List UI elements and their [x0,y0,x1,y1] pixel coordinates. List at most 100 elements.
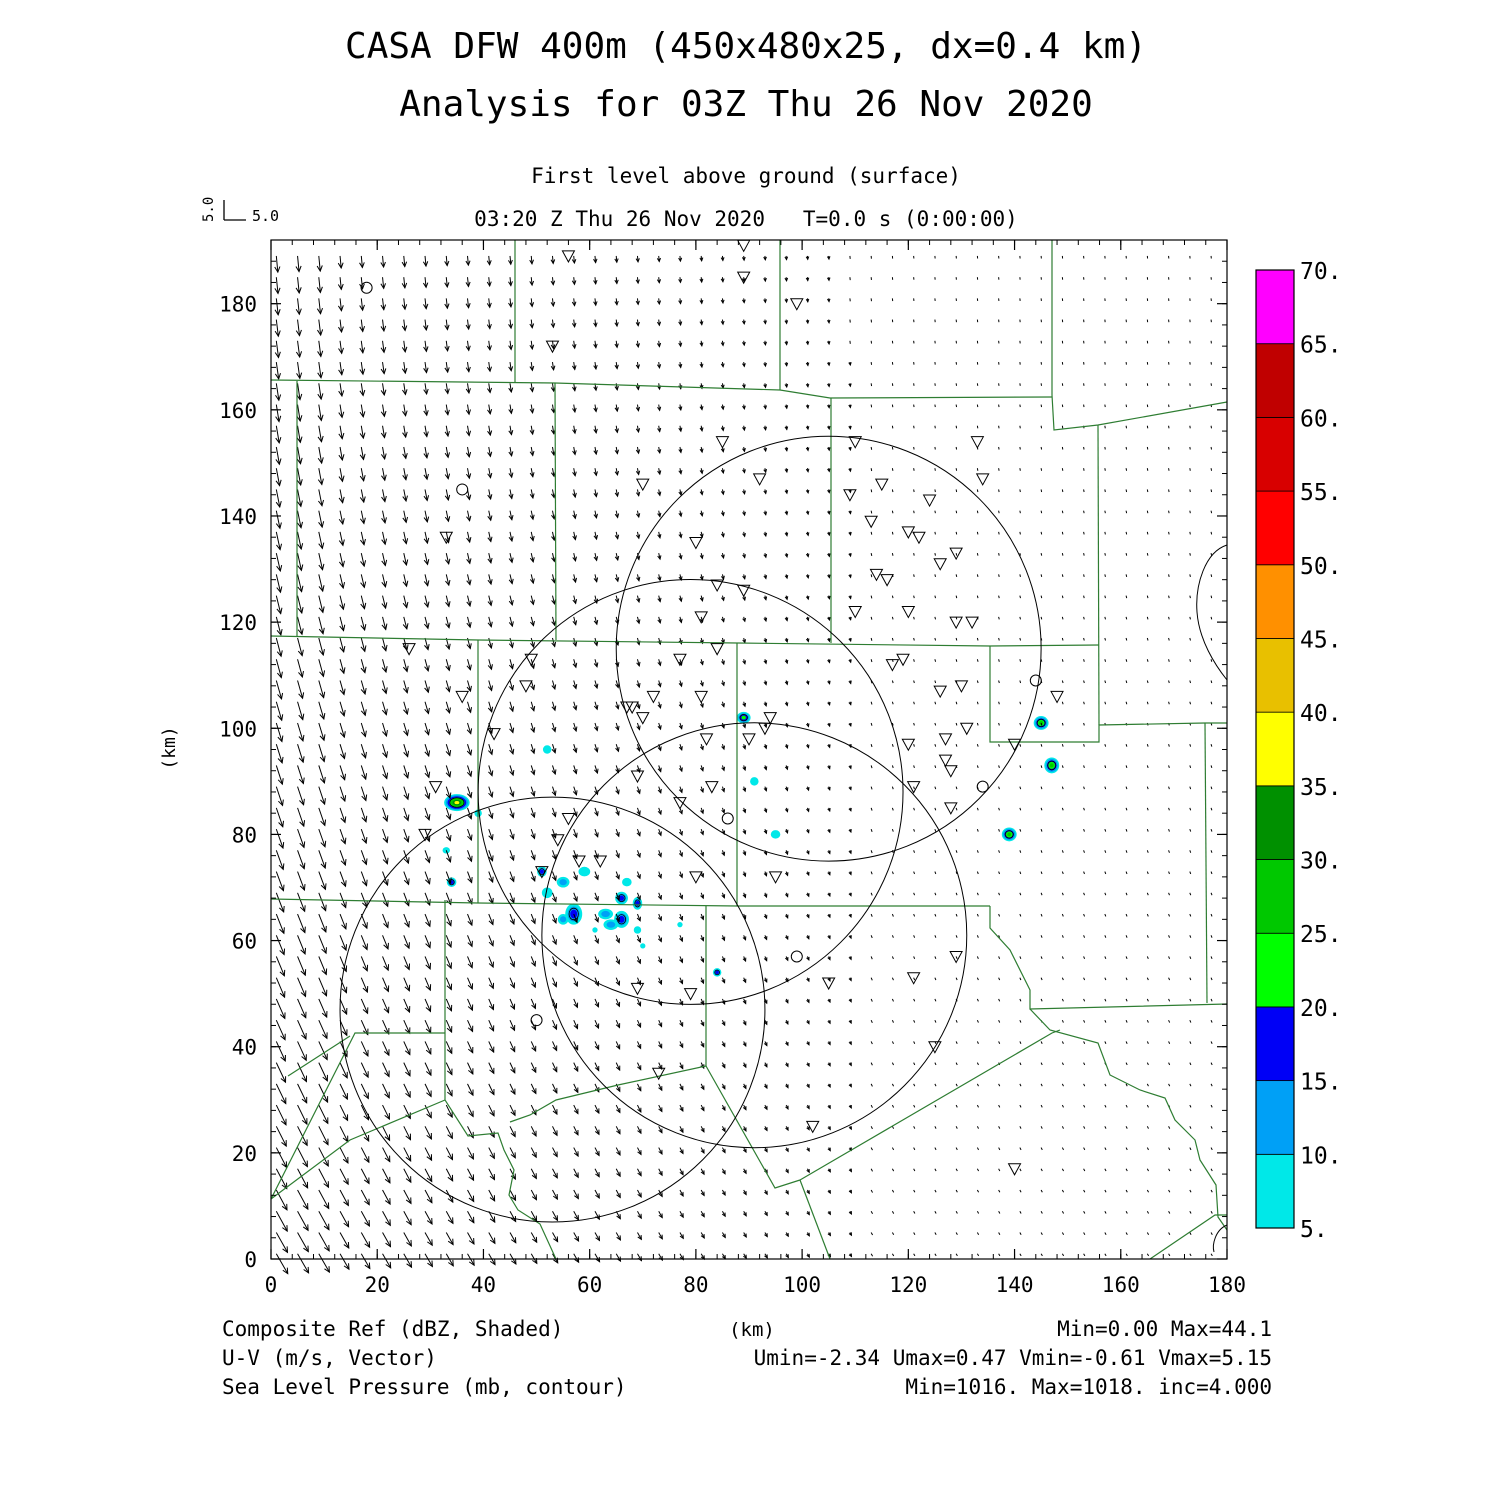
wind-vector-shaft [1041,1190,1042,1192]
wind-vector [403,659,408,671]
wind-vector-shaft [935,532,936,535]
wind-vector-shaft [999,1254,1000,1256]
wind-vector [466,468,470,478]
wind-vector [594,659,598,666]
wind-vector [785,659,788,663]
wind-vector [935,829,936,831]
wind-vector-shaft [914,1232,915,1234]
wind-vector [573,829,577,837]
wind-vector [404,935,410,948]
wind-vector [574,956,578,964]
wind-vector [1020,532,1021,535]
wind-vector [510,1105,515,1115]
wind-vector-shaft [892,808,893,811]
wind-vector-shaft [871,468,872,471]
wind-vector-shaft [914,1063,915,1065]
wind-vector [827,341,830,344]
wind-vector [445,405,449,415]
wind-vector [999,1105,1000,1107]
wind-vector [806,808,809,812]
wind-vector [361,893,367,907]
wind-vector [338,298,343,310]
wind-vector [488,659,492,669]
wind-vector [892,681,893,684]
wind-vector [361,850,367,864]
wind-vector [977,1126,978,1128]
wind-vector-shaft [956,638,957,640]
wind-vector [701,1041,704,1046]
wind-vector [531,1084,536,1094]
wind-vector-shaft [298,1148,308,1167]
wind-vector [595,829,599,837]
reflectivity-cell [579,867,591,877]
wind-vector [616,1105,620,1112]
wind-vector-shaft [871,935,872,938]
wind-vector [1041,1126,1042,1128]
wind-vector [531,1041,535,1051]
wind-vector [425,1126,431,1139]
wind-vector [806,723,809,727]
wind-vector [361,1105,368,1120]
wind-vector [806,893,809,897]
wind-vector [487,341,491,350]
wind-vector [276,1084,285,1104]
wind-vector [488,489,492,499]
wind-vector [487,405,491,414]
wind-vector [467,553,471,563]
wind-vector [977,1041,978,1043]
wind-vector-shaft [1020,829,1021,831]
wind-vector [276,872,284,891]
wind-vector [935,659,936,661]
wind-vector [701,1020,704,1025]
wind-vector [680,1041,683,1047]
wind-vector [552,1232,557,1241]
wind-vector [360,320,365,332]
wind-vector [425,1020,431,1033]
wind-vector-shaft [999,638,1000,640]
wind-vector [785,1126,788,1130]
wind-vector [615,468,618,475]
wind-vector [827,405,830,408]
wind-vector [977,511,978,514]
wind-vector [531,999,535,1009]
wind-vector [468,1105,474,1116]
wind-vector-shaft [999,787,1000,789]
wind-vector-shaft [1020,681,1021,683]
wind-vector [510,1232,516,1242]
wind-vector [828,638,831,641]
wind-vector [807,1148,810,1151]
wind-vector [298,1211,309,1230]
wind-vector-shaft [935,617,936,620]
wind-vector [276,596,282,614]
wind-vector [764,702,767,706]
wind-vector [530,574,534,583]
wind-vector [1041,914,1042,916]
wind-vector [616,1126,620,1133]
wind-vector-shaft [1020,638,1021,640]
wind-vector-shaft [977,1211,978,1213]
wind-vector [700,468,703,473]
wind-vector [999,532,1000,535]
wind-vector [892,638,893,641]
wind-vector-shaft [935,596,936,599]
wind-vector [340,702,345,716]
wind-vector [914,1126,915,1128]
wind-vector-shaft [977,596,978,599]
wind-vector-shaft [914,744,915,746]
wind-vector [1020,638,1021,640]
wind-vector [701,978,704,983]
wind-vector [700,277,703,282]
wind-vector [680,1169,683,1175]
wind-vector [721,426,724,431]
wind-vector-shaft [1020,1190,1021,1192]
wind-vector [340,723,345,737]
wind-vector [616,956,620,963]
wind-vector [935,1148,936,1150]
wind-vector [914,574,915,577]
wind-vector [531,765,535,774]
wind-vector [935,596,936,599]
wind-vector [530,638,534,647]
wind-vector [849,617,851,620]
wind-vector [338,256,343,268]
wind-vector [382,702,387,715]
